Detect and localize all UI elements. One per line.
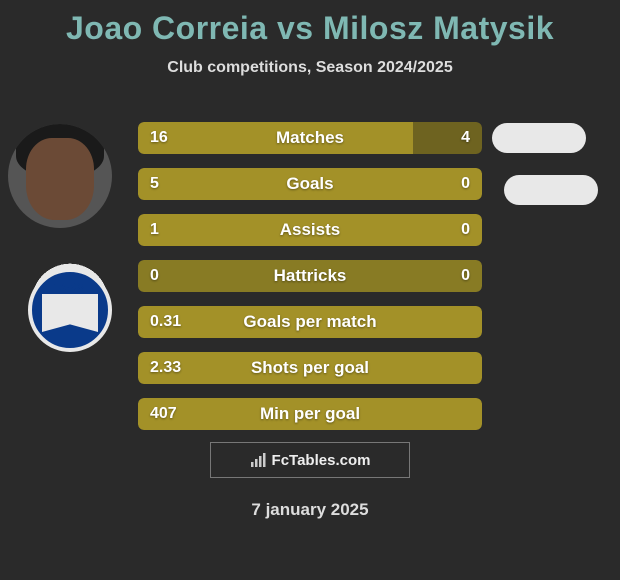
comparison-row: 0Hattricks0 xyxy=(138,260,482,292)
player1-team-blob xyxy=(492,123,586,153)
page-title: Joao Correia vs Milosz Matysik xyxy=(0,0,620,47)
club-badge-label: ΠΑΦΟΣ xyxy=(52,282,86,293)
metric-label: Matches xyxy=(138,122,482,154)
player2-name: Milosz Matysik xyxy=(323,10,554,46)
metric-label: Shots per goal xyxy=(138,352,482,384)
club-badge-icon: ΠΑΦΟΣ xyxy=(28,268,112,352)
chart-icon xyxy=(250,452,266,468)
player1-avatar xyxy=(8,124,112,228)
player2-team-blob xyxy=(504,175,598,205)
comparison-row: 2.33Shots per goal xyxy=(138,352,482,384)
avatar-face xyxy=(26,138,94,220)
attribution-text: FcTables.com xyxy=(272,452,371,469)
metric-label: Goals xyxy=(138,168,482,200)
player1-name: Joao Correia xyxy=(66,10,268,46)
value-player2: 0 xyxy=(461,260,470,292)
metric-label: Goals per match xyxy=(138,306,482,338)
metric-label: Min per goal xyxy=(138,398,482,430)
player2-avatar: ΠΑΦΟΣ xyxy=(20,260,120,360)
comparison-row: 5Goals0 xyxy=(138,168,482,200)
metric-label: Assists xyxy=(138,214,482,246)
title-vs: vs xyxy=(277,10,314,46)
comparison-row: 16Matches4 xyxy=(138,122,482,154)
subtitle: Club competitions, Season 2024/2025 xyxy=(0,59,620,77)
attribution-badge: FcTables.com xyxy=(210,442,410,478)
metric-label: Hattricks xyxy=(138,260,482,292)
comparison-row: 0.31Goals per match xyxy=(138,306,482,338)
comparison-row: 407Min per goal xyxy=(138,398,482,430)
value-player2: 4 xyxy=(461,122,470,154)
value-player2: 0 xyxy=(461,214,470,246)
generation-date: 7 january 2025 xyxy=(0,500,620,520)
comparison-row: 1Assists0 xyxy=(138,214,482,246)
comparison-table: 16Matches45Goals01Assists00Hattricks00.3… xyxy=(138,122,482,444)
value-player2: 0 xyxy=(461,168,470,200)
